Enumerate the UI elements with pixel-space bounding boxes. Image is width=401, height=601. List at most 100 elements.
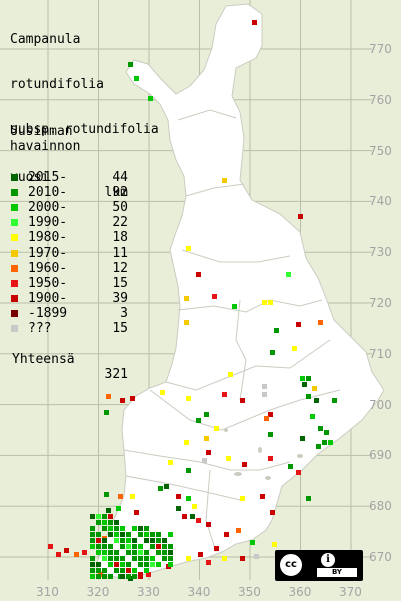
legend-year-label: 1970-: [28, 245, 68, 261]
easting-label: 350: [238, 585, 261, 599]
observation-square: [198, 552, 203, 557]
observation-square: [102, 550, 107, 555]
observation-square: [176, 494, 181, 499]
observation-square: [138, 574, 143, 579]
observation-square: [134, 510, 139, 515]
observation-square: [104, 492, 109, 497]
observation-square: [168, 544, 173, 549]
northing-label: 720: [369, 296, 392, 310]
legend-row: 1950- 15: [10, 276, 128, 291]
legend-swatch: [11, 234, 18, 242]
observation-square: [90, 544, 95, 549]
observation-square: [90, 574, 95, 579]
legend-count: 44: [112, 169, 128, 185]
observation-square: [126, 538, 131, 543]
observation-square: [252, 20, 257, 25]
observation-square: [114, 562, 119, 567]
observation-square: [332, 398, 337, 403]
observation-square: [286, 272, 291, 277]
cc-by-license-badge[interactable]: cc i BY: [275, 550, 363, 581]
legend-row: 1960- 12: [10, 261, 128, 276]
observation-square: [144, 538, 149, 543]
observation-square: [96, 562, 101, 567]
observation-square: [126, 568, 131, 573]
legend-swatch: [11, 249, 18, 257]
observation-square: [162, 556, 167, 561]
northing-label: 730: [369, 245, 392, 260]
observation-square: [96, 520, 101, 525]
observation-square: [108, 562, 113, 567]
observation-square: [120, 544, 125, 549]
observation-square: [114, 526, 119, 531]
observation-square: [126, 544, 131, 549]
observation-square: [224, 532, 229, 537]
observation-square: [204, 436, 209, 441]
observation-square: [116, 506, 121, 511]
observation-square: [228, 372, 233, 377]
observation-square: [108, 550, 113, 555]
legend-swatch: [11, 173, 18, 181]
observation-square: [162, 550, 167, 555]
observation-square: [262, 392, 267, 397]
observation-square: [268, 412, 273, 417]
observation-square: [268, 456, 273, 461]
observation-square: [186, 468, 191, 473]
legend-row: ??? 15: [10, 321, 128, 336]
northing-label: 670: [369, 550, 392, 564]
observation-square: [104, 410, 109, 415]
legend-header-2: havainnon: [10, 139, 81, 155]
observation-square: [108, 574, 113, 579]
legend-swatch: [11, 310, 18, 318]
observation-square: [150, 562, 155, 567]
observation-square: [96, 532, 101, 537]
legend-count: 50: [112, 199, 128, 215]
observation-square: [120, 574, 125, 579]
northing-label: 680: [369, 499, 392, 514]
legend-row: 2010- 92: [10, 185, 128, 200]
observation-square: [300, 436, 305, 441]
observation-square: [328, 440, 333, 445]
observation-square: [254, 554, 259, 559]
observation-square: [322, 440, 327, 445]
province-borders: [123, 109, 341, 553]
observation-square: [120, 532, 125, 537]
northing-label: 740: [369, 194, 392, 209]
observation-square: [162, 544, 167, 549]
observation-square: [120, 398, 125, 403]
observation-square: [274, 328, 279, 333]
legend-swatch: [11, 264, 18, 272]
observation-square: [90, 568, 95, 573]
observation-square: [114, 550, 119, 555]
legend-row: 2000- 50: [10, 200, 128, 215]
observation-square: [64, 548, 69, 553]
observation-square: [96, 550, 101, 555]
legend-year-label: -1899: [28, 306, 68, 322]
observation-square: [310, 414, 315, 419]
observation-square: [132, 556, 137, 561]
observation-square: [126, 562, 131, 567]
legend-swatch: [11, 203, 18, 211]
legend-row: -1899 3: [10, 306, 128, 322]
legend-year-label: 2015-: [28, 169, 68, 185]
observation-square: [272, 542, 277, 547]
observation-square: [144, 556, 149, 561]
observation-square: [96, 514, 101, 519]
observation-square: [90, 538, 95, 543]
observation-square: [150, 556, 155, 561]
legend-count: 15: [112, 275, 128, 291]
observation-square: [96, 568, 101, 573]
observation-square: [108, 526, 113, 531]
observation-square: [156, 532, 161, 537]
observation-square: [144, 526, 149, 531]
cc-icon: cc: [279, 553, 303, 577]
observation-square: [102, 574, 107, 579]
observation-square: [186, 556, 191, 561]
observation-square: [186, 496, 191, 501]
observation-square: [302, 382, 307, 387]
legend-count-header: lkm: [104, 184, 128, 200]
observation-square: [292, 346, 297, 351]
observation-square: [90, 556, 95, 561]
legend-row: 1980- 18: [10, 230, 128, 245]
legend-row: 1990- 22: [10, 215, 128, 230]
